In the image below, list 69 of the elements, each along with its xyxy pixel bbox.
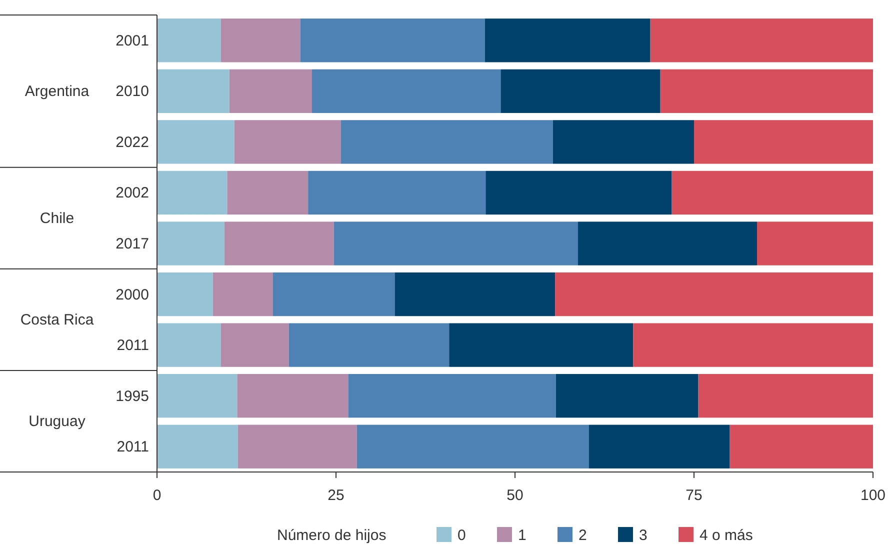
bar	[238, 424, 357, 468]
bar	[660, 69, 873, 113]
bar	[730, 424, 873, 468]
bar	[157, 272, 213, 316]
bar	[227, 170, 308, 215]
bar	[157, 69, 230, 113]
bar	[334, 222, 578, 266]
bar	[672, 170, 873, 215]
bar	[555, 272, 873, 316]
y-tick-label: 2002	[116, 184, 149, 202]
bar	[356, 424, 589, 468]
bar	[650, 18, 873, 62]
bar	[757, 222, 873, 266]
bar	[312, 69, 501, 113]
text: Costa Rica	[20, 312, 94, 329]
bar	[486, 170, 672, 215]
legend-label: 1	[518, 527, 526, 544]
bar	[234, 120, 342, 164]
text: Uruguay	[28, 413, 86, 430]
bar	[157, 424, 238, 468]
text: Argentina	[24, 83, 90, 100]
y-tick-label: 2000	[116, 286, 149, 304]
bar	[220, 18, 300, 62]
x-tick-label: 50	[506, 487, 524, 504]
bar	[272, 272, 395, 316]
y-tick-label: 2010	[116, 83, 149, 100]
bar	[394, 272, 556, 316]
bar	[556, 374, 698, 418]
bar	[288, 323, 450, 367]
bar	[588, 424, 730, 468]
bar	[157, 222, 224, 266]
bar	[578, 222, 758, 266]
bar	[449, 323, 634, 367]
x-tick-label: 0	[152, 487, 162, 504]
bar	[157, 120, 234, 164]
bar	[694, 120, 873, 164]
bar	[341, 120, 553, 164]
bar	[212, 272, 273, 316]
bar	[484, 18, 650, 62]
x-tick-label: 75	[686, 487, 702, 504]
legend-label: 3	[639, 527, 648, 544]
legend-label: 4 o más	[700, 527, 753, 544]
legend-label: 0	[458, 527, 466, 544]
bar	[157, 374, 238, 418]
y-tick-label: 1995	[116, 388, 149, 405]
y-tick-label: 2017	[116, 236, 149, 252]
bar	[229, 69, 312, 113]
bar	[224, 222, 334, 266]
bar	[157, 18, 221, 62]
x-tick-label: 25	[328, 487, 344, 504]
text: Chile	[40, 210, 74, 228]
bar	[157, 170, 228, 215]
bar	[552, 120, 694, 164]
bar	[348, 374, 556, 418]
bar	[633, 323, 873, 367]
bar	[308, 170, 486, 215]
bar	[157, 323, 221, 367]
bar	[237, 374, 348, 418]
legend-title: Número de hijos	[277, 527, 386, 544]
x-tick-label: 100	[860, 487, 886, 504]
bar	[500, 69, 660, 113]
y-tick-label: 2011	[116, 337, 149, 354]
legend-label: 2	[578, 527, 587, 544]
y-tick-label: 2022	[116, 134, 149, 151]
bar	[698, 374, 873, 418]
bar	[300, 18, 485, 62]
y-tick-label: 2011	[116, 438, 149, 456]
bar	[220, 323, 289, 367]
y-tick-label: 2001	[116, 32, 149, 50]
